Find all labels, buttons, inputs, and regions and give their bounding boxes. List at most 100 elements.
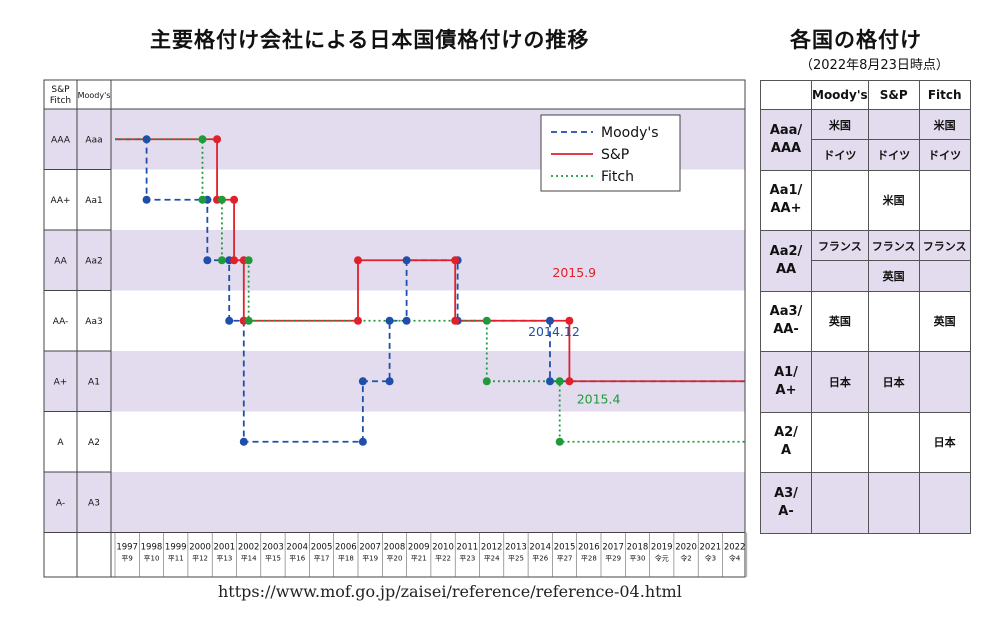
x-tick-era: 令2 (680, 554, 691, 563)
x-tick-era: 平13 (216, 555, 232, 563)
x-tick-era: 平22 (435, 555, 451, 563)
data-point-moodys (142, 195, 151, 204)
country-cell: 英国 (867, 260, 920, 292)
country-cell (867, 108, 920, 141)
country-cell: ドイツ (867, 139, 920, 171)
country-cell (918, 351, 971, 413)
country-cell: 米国 (867, 169, 920, 231)
data-point-moodys (545, 316, 554, 325)
data-point-sp (354, 256, 362, 265)
country-cell (918, 472, 971, 534)
data-point-sp (213, 135, 222, 144)
x-tick-year: 2008 (384, 543, 406, 553)
rating-cell: A3/A- (760, 472, 812, 534)
x-tick-era: 平25 (508, 555, 524, 563)
column-header-sp-fitch: Fitch (50, 96, 71, 106)
country-cell: 日本 (867, 351, 920, 413)
data-point-sp (565, 316, 574, 325)
country-table-row: Aa1/AA+ 米国 (760, 169, 971, 231)
country-table-row: Aaa/AAA 米国 米国 (760, 108, 971, 171)
x-tick-year: 2000 (189, 543, 211, 553)
data-point-sp (354, 316, 362, 325)
rating-label-moodys: A3 (88, 498, 100, 508)
data-point-fitch (217, 256, 226, 265)
x-tick-year: 2016 (578, 543, 600, 553)
series-line-fitch (115, 138, 745, 443)
data-point-fitch (198, 195, 207, 204)
rating-label-moodys: Aa1 (85, 196, 102, 206)
x-tick-year: 2018 (627, 543, 649, 553)
data-point-sp (230, 195, 239, 204)
legend-label: Fitch (601, 169, 634, 185)
data-point-moodys (545, 377, 554, 386)
x-tick-era: 平29 (605, 555, 621, 563)
country-table-row: ドイツ ドイツ ドイツ (761, 139, 971, 171)
x-tick-era: 平21 (411, 555, 427, 563)
x-tick-year: 1997 (116, 543, 138, 553)
rating-label-sp-fitch: AA+ (50, 196, 70, 206)
country-cell: 日本 (918, 411, 971, 473)
country-cell (811, 169, 869, 231)
x-tick-era: 平30 (629, 555, 645, 563)
legend-label: S&P (601, 147, 629, 163)
rating-label-moodys: Aaa (85, 135, 102, 145)
rating-label-sp-fitch: AA- (53, 317, 69, 327)
x-tick-year: 2006 (335, 543, 357, 553)
rating-cell: Aa1/AA+ (760, 169, 812, 231)
x-tick-era: 平12 (192, 555, 208, 563)
column-header-moodys: Moody's (78, 91, 111, 100)
country-cell (811, 260, 869, 292)
x-tick-year: 2022 (724, 543, 746, 553)
x-tick-era: 平11 (168, 555, 184, 563)
x-tick-year: 2019 (651, 543, 673, 553)
country-table-title: 各国の格付け (790, 28, 922, 52)
data-point-fitch (244, 316, 253, 325)
data-point-moodys (142, 135, 151, 144)
country-table-header-cell: Fitch (918, 80, 971, 110)
annotation-label: 2015.9 (552, 265, 596, 280)
rating-cell: Aaa/AAA (760, 109, 812, 171)
country-cell: フランス (918, 229, 971, 262)
x-tick-year: 1998 (141, 543, 163, 553)
country-table-header-cell (760, 80, 812, 110)
country-cell (918, 169, 971, 231)
x-tick-era: 平23 (459, 555, 475, 563)
rating-label-moodys: Aa3 (85, 317, 102, 327)
x-tick-era: 平28 (581, 555, 597, 563)
rating-label-moodys: Aa2 (85, 256, 102, 266)
data-point-moodys (225, 316, 234, 325)
country-cell (811, 472, 869, 534)
country-cell: ドイツ (811, 139, 869, 171)
annotation-label: 2015.4 (577, 392, 621, 407)
rating-cell: A2/A (760, 411, 812, 473)
x-tick-year: 2005 (311, 543, 333, 553)
data-point-fitch (217, 195, 226, 204)
rating-band (44, 472, 745, 533)
data-point-sp (230, 256, 239, 265)
x-tick-year: 2011 (457, 543, 479, 553)
legend-box (540, 114, 681, 192)
x-tick-year: 2004 (286, 543, 308, 553)
x-tick-year: 2017 (602, 543, 624, 553)
x-tick-year: 2002 (238, 543, 260, 553)
country-ratings-table: Moody's S&P Fitch Aaa/AAA 米国 米国 ドイツ ドイツ ドイツ Aa1/A… (760, 80, 971, 534)
x-tick-era: 平9 (121, 555, 132, 563)
data-point-fitch (482, 377, 491, 386)
data-point-fitch (482, 316, 491, 325)
x-tick-year: 2021 (700, 543, 722, 553)
x-tick-era: 平18 (338, 555, 354, 563)
x-tick-year: 2009 (408, 543, 430, 553)
series-line-moodys (115, 138, 745, 443)
country-table-header-cell: S&P (867, 80, 920, 110)
data-point-moodys (358, 437, 367, 446)
x-tick-era: 令3 (705, 554, 716, 563)
x-tick-era: 平16 (289, 555, 305, 563)
x-tick-year: 2003 (262, 543, 284, 553)
data-point-moodys (385, 377, 394, 386)
chart-frame (43, 79, 746, 578)
country-table-row: Aa3/AA- 英国 英国 (760, 290, 971, 352)
x-tick-era: 平26 (532, 555, 548, 563)
country-cell: 米国 (811, 108, 869, 141)
data-point-sp (565, 377, 574, 386)
country-cell (867, 472, 920, 534)
